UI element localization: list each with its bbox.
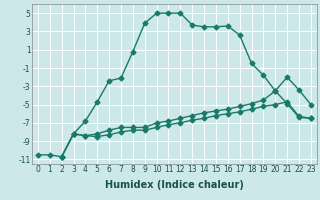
X-axis label: Humidex (Indice chaleur): Humidex (Indice chaleur) bbox=[105, 180, 244, 190]
